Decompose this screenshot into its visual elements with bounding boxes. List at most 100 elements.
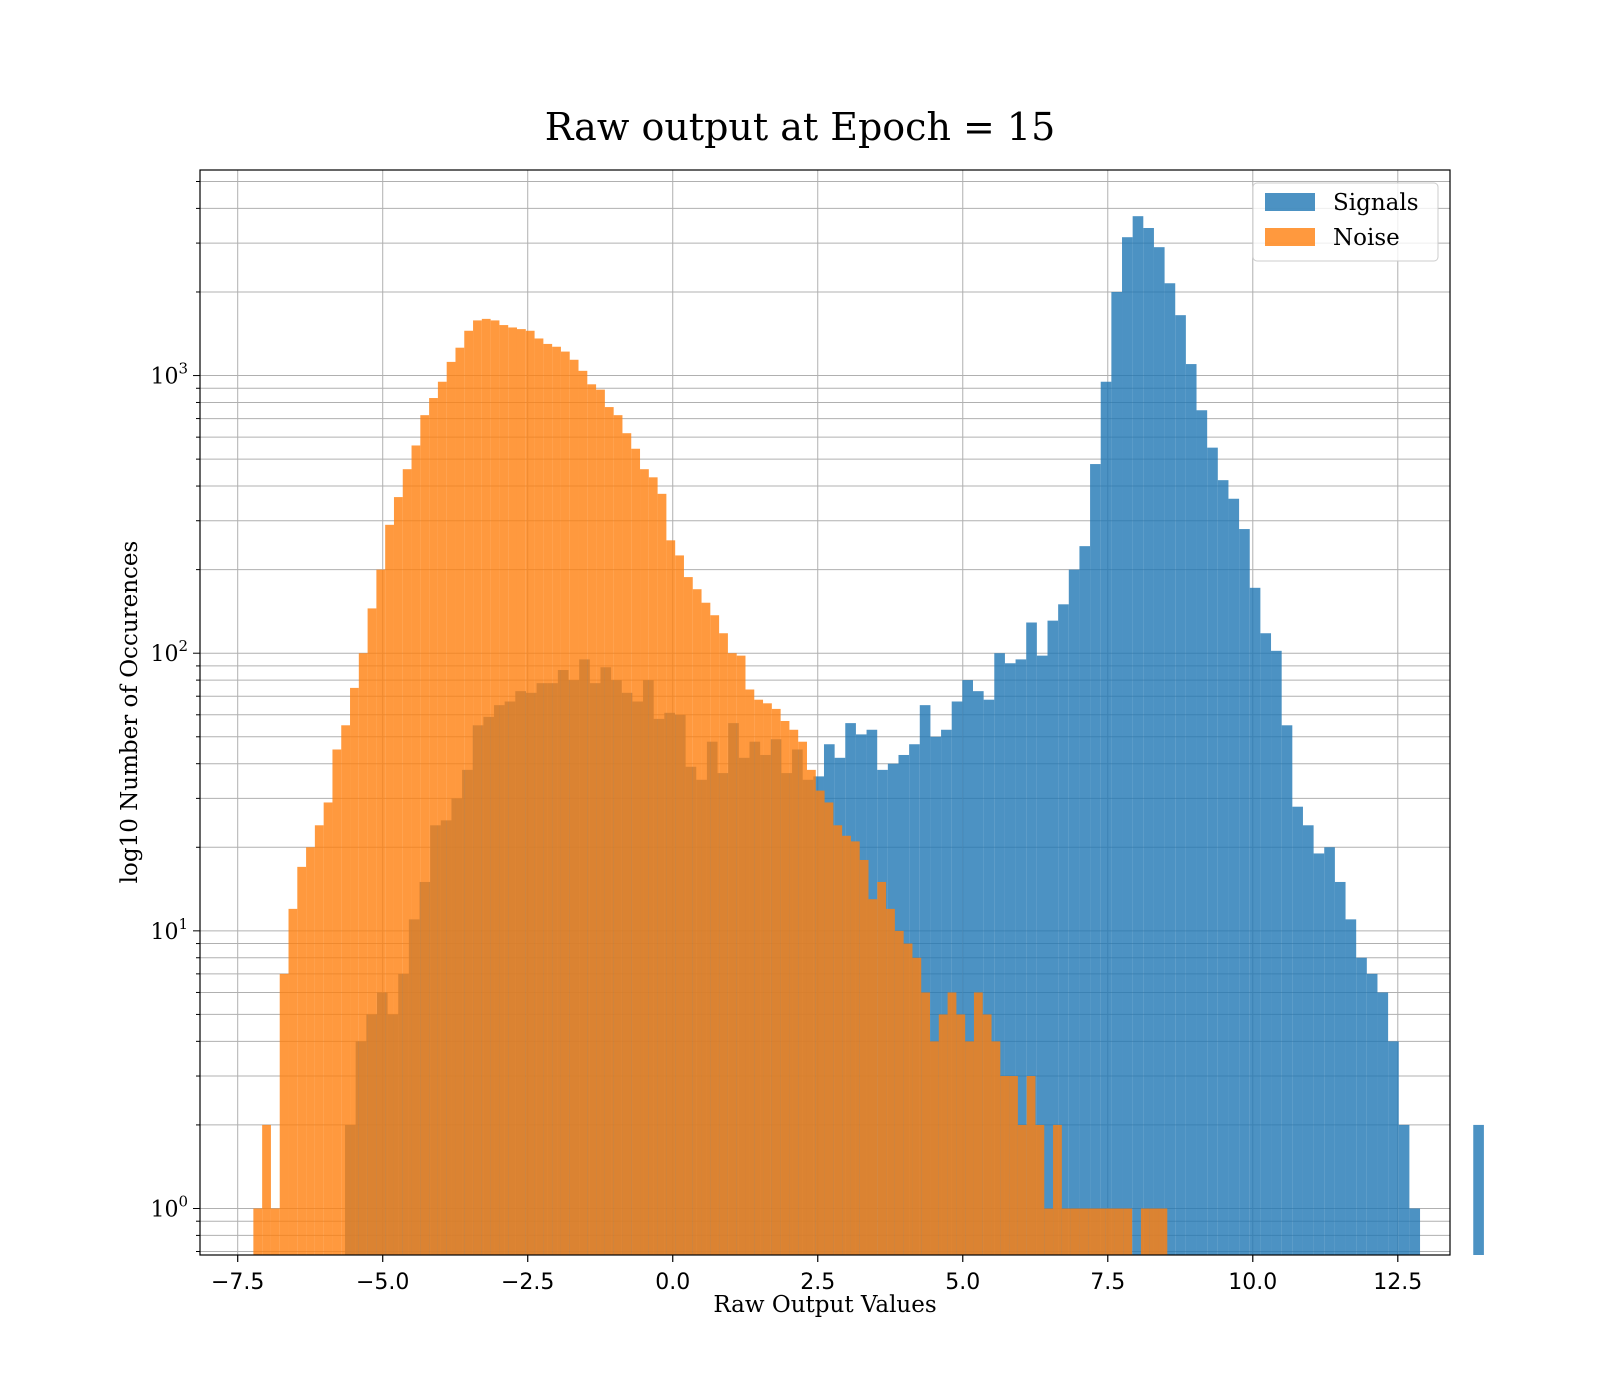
x-tick-label: −5.0 xyxy=(356,1270,409,1295)
histogram-bar xyxy=(1345,919,1357,1255)
histogram-bar xyxy=(455,347,465,1255)
histogram-bar xyxy=(842,835,851,1255)
histogram-bar xyxy=(341,725,351,1255)
histogram-bar xyxy=(965,1041,974,1255)
x-tick-label: −2.5 xyxy=(501,1270,554,1295)
histogram-bar xyxy=(490,320,500,1255)
legend-swatch-signals xyxy=(1265,193,1315,211)
histogram-bar xyxy=(1196,410,1208,1255)
histogram-bar xyxy=(1026,622,1037,1255)
histogram-bar xyxy=(754,699,764,1255)
bars xyxy=(253,216,1484,1256)
histogram-bar xyxy=(420,415,430,1255)
histogram-bar xyxy=(332,749,342,1255)
histogram-bar xyxy=(1026,1076,1036,1255)
histogram-bar xyxy=(473,320,482,1255)
histogram-bar xyxy=(710,615,720,1255)
x-axis-ticks: −7.5 −5.0 −2.5 0.0 2.5 5.0 7.5 10.0 12.5 xyxy=(211,1255,1422,1295)
histogram-bar xyxy=(578,370,588,1256)
histogram-bar xyxy=(798,741,807,1255)
histogram-bar xyxy=(1100,381,1112,1256)
histogram-bar xyxy=(1017,1124,1027,1255)
histogram-bar xyxy=(951,701,963,1255)
histogram-bar xyxy=(1090,464,1101,1255)
histogram-bar xyxy=(1088,1208,1097,1255)
histogram-bar xyxy=(648,477,658,1255)
histogram-bar xyxy=(982,1014,992,1255)
histogram-bar xyxy=(903,943,913,1255)
histogram-bar xyxy=(1009,1076,1018,1255)
y-tick-label: 100 xyxy=(150,1192,188,1222)
histogram-bar xyxy=(994,653,1005,1255)
histogram-bar xyxy=(1079,546,1091,1255)
histogram-bar xyxy=(1249,587,1261,1255)
histogram-bar xyxy=(350,687,359,1255)
x-tick-label: 10.0 xyxy=(1228,1270,1277,1295)
histogram-bar xyxy=(402,469,412,1255)
histogram-bar xyxy=(780,720,790,1255)
legend-swatch-noise xyxy=(1265,228,1315,246)
histogram-bar xyxy=(877,881,887,1255)
x-tick-label: 7.5 xyxy=(1090,1270,1125,1295)
histogram-bar xyxy=(1292,806,1303,1255)
histogram-bar xyxy=(972,691,984,1255)
histogram-bar xyxy=(1217,480,1229,1255)
histogram-bar xyxy=(824,802,834,1255)
histogram-bar xyxy=(1398,1124,1410,1255)
histogram-bar xyxy=(1377,992,1389,1255)
histogram-bar xyxy=(534,338,544,1256)
histogram-bar xyxy=(683,577,693,1255)
legend-label-signals: Signals xyxy=(1333,190,1419,216)
histogram-bar xyxy=(962,680,973,1255)
histogram-bar xyxy=(1175,315,1186,1256)
histogram-bar xyxy=(1047,620,1059,1255)
histogram-bar xyxy=(1302,825,1314,1255)
histogram-bar xyxy=(1207,447,1218,1255)
histogram-bar xyxy=(1015,659,1027,1255)
histogram-bar xyxy=(1140,1208,1150,1255)
histogram-bar xyxy=(1058,604,1069,1255)
histogram-bar xyxy=(393,497,403,1255)
histogram-bar xyxy=(1114,1208,1124,1255)
histogram-bar xyxy=(508,327,517,1256)
histogram-bar xyxy=(789,729,799,1255)
plot-frame xyxy=(199,169,1451,1256)
histogram-bar xyxy=(1096,1208,1106,1255)
histogram-bar xyxy=(1164,283,1176,1255)
histogram-bar xyxy=(666,540,676,1255)
histogram-bar xyxy=(930,1041,939,1255)
histogram-bar xyxy=(411,445,421,1255)
histogram-bar xyxy=(587,384,597,1255)
x-tick-label: 2.5 xyxy=(800,1270,835,1295)
histogram-bar xyxy=(525,330,535,1255)
histogram-bar xyxy=(1111,291,1123,1255)
histogram-bar xyxy=(543,343,553,1255)
histogram-bar xyxy=(850,841,860,1255)
histogram-bar xyxy=(859,859,869,1255)
histogram-bar xyxy=(1079,1208,1089,1255)
histogram-bar xyxy=(1105,1208,1115,1255)
histogram-bar xyxy=(833,825,843,1255)
histogram-bar xyxy=(323,802,333,1255)
histogram-bar xyxy=(631,448,641,1255)
histogram-bar xyxy=(938,1014,948,1255)
histogram-bar xyxy=(604,407,614,1256)
histogram-bar xyxy=(763,703,772,1255)
histogram-bar xyxy=(367,608,377,1255)
histogram-bar xyxy=(701,602,711,1255)
histogram-bar xyxy=(437,381,447,1256)
histogram-bar xyxy=(894,930,904,1255)
histogram-bar xyxy=(675,555,684,1255)
histogram-bar xyxy=(886,908,895,1255)
histogram-bar xyxy=(1185,364,1197,1255)
histogram-bar xyxy=(983,699,995,1255)
histogram-bar xyxy=(613,415,623,1255)
histogram-bar xyxy=(560,351,570,1255)
histogram-bar xyxy=(288,908,298,1255)
histogram-bar xyxy=(1281,725,1293,1255)
histogram-bar xyxy=(1313,853,1325,1255)
y-axis-label: log10 Number of Occurences xyxy=(117,541,143,884)
histogram-bar xyxy=(429,398,438,1256)
histogram-bar xyxy=(727,653,737,1255)
histogram-bar xyxy=(253,1208,263,1255)
